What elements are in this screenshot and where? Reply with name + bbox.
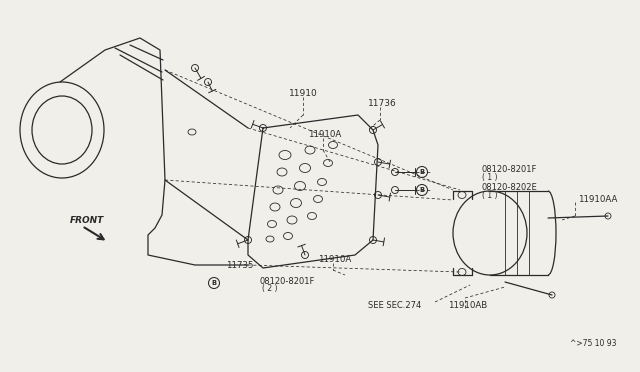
Text: 11910A: 11910A [318,256,351,264]
Text: ( 1 ): ( 1 ) [482,190,497,199]
Text: 08120-8201F: 08120-8201F [260,276,316,285]
Text: ( 2 ): ( 2 ) [262,285,278,294]
Text: 11735: 11735 [227,260,253,269]
Text: SEE SEC.274: SEE SEC.274 [369,301,422,310]
Text: B: B [419,169,424,175]
Text: B: B [419,187,424,193]
Text: 11910AA: 11910AA [578,195,618,203]
Text: 11910A: 11910A [308,129,342,138]
Text: 11736: 11736 [367,99,396,108]
Text: ^>75 10 93: ^>75 10 93 [570,340,616,349]
Text: 11910AB: 11910AB [449,301,488,310]
Text: ( 1 ): ( 1 ) [482,173,497,182]
Text: 08120-8202E: 08120-8202E [482,183,538,192]
Text: B: B [211,280,216,286]
Text: 08120-8201F: 08120-8201F [482,164,538,173]
Text: FRONT: FRONT [70,215,104,224]
Text: 11910: 11910 [289,89,317,97]
